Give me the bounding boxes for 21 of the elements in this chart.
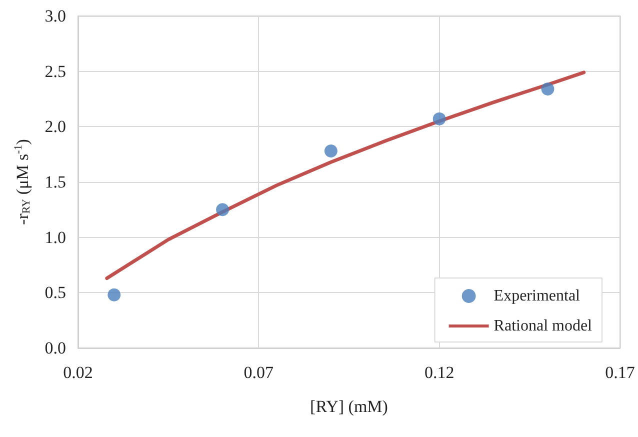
y-tick-label: 1.0 [44, 228, 66, 247]
x-tick-label: 0.12 [424, 363, 454, 382]
x-tick-label: 0.17 [605, 363, 636, 382]
y-tick-label: 1.5 [44, 172, 66, 192]
y-tick-label: 2.0 [44, 117, 66, 136]
x-axis-title: [RY] (mM) [310, 397, 388, 416]
x-tick-label: 0.02 [63, 363, 93, 382]
y-tick-label: 2.5 [44, 62, 66, 81]
point [432, 112, 446, 126]
point [108, 288, 121, 302]
y-tick-label: 0.5 [44, 283, 66, 302]
point [324, 144, 338, 158]
y-tick-label: 3.0 [44, 6, 66, 26]
point [541, 82, 554, 96]
legend-label: Rational model [494, 318, 593, 334]
y-tick-label: 0.0 [44, 338, 66, 358]
y-axis-title: -rRY (μM s-1) [12, 139, 32, 225]
point [216, 203, 230, 216]
legend-label: Experimental [494, 288, 581, 304]
x-tick-label: 0.07 [244, 363, 274, 382]
line-series [105, 70, 586, 280]
